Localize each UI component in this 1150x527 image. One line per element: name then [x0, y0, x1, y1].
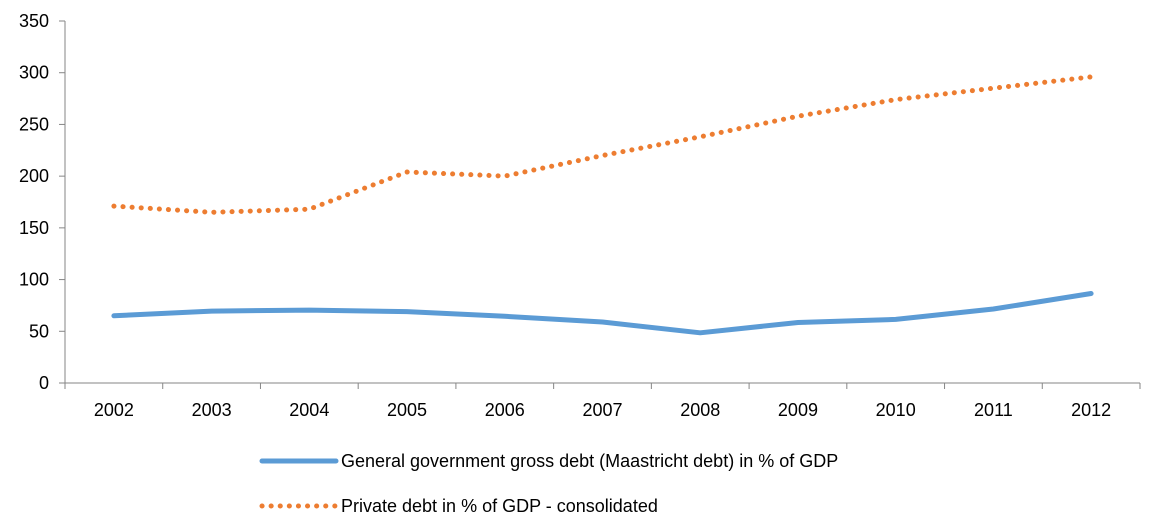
data-point	[1089, 292, 1093, 296]
data-point	[112, 314, 116, 318]
x-tick-label: 2006	[485, 400, 525, 420]
data-point	[991, 86, 995, 90]
y-tick-label: 250	[19, 114, 49, 134]
data-point	[601, 320, 605, 324]
y-tick-label: 50	[29, 321, 49, 341]
data-point	[307, 308, 311, 312]
legend-label-1: General government gross debt (Maastrich…	[341, 451, 838, 471]
y-tick-label: 300	[19, 63, 49, 83]
data-point	[796, 114, 800, 118]
x-tick-label: 2003	[192, 400, 232, 420]
data-point	[210, 210, 214, 214]
data-point	[405, 310, 409, 314]
x-tick-label: 2009	[778, 400, 818, 420]
data-point	[894, 98, 898, 102]
y-tick-label: 100	[19, 270, 49, 290]
x-tick-label: 2004	[289, 400, 329, 420]
data-point	[991, 307, 995, 311]
data-point	[503, 174, 507, 178]
data-point	[112, 204, 116, 208]
x-tick-label: 2011	[974, 400, 1013, 420]
x-tick-label: 2002	[94, 400, 134, 420]
data-point	[698, 331, 702, 335]
x-tick-label: 2005	[387, 400, 427, 420]
y-tick-label: 200	[19, 166, 49, 186]
data-point	[405, 170, 409, 174]
data-point	[307, 207, 311, 211]
data-point	[210, 309, 214, 313]
data-point	[698, 135, 702, 139]
y-tick-label: 0	[39, 373, 49, 393]
y-tick-label: 150	[19, 218, 49, 238]
legend-label-2: Private debt in % of GDP - consolidated	[341, 496, 658, 516]
x-tick-label: 2008	[680, 400, 720, 420]
series-line-2	[111, 74, 1094, 215]
data-point	[1089, 75, 1093, 79]
legend: General government gross debt (Maastrich…	[259, 451, 838, 516]
x-tick-label: 2010	[876, 400, 916, 420]
y-tick-label: 350	[19, 11, 49, 31]
x-tick-label: 2012	[1071, 400, 1111, 420]
data-point	[894, 317, 898, 321]
axes: 0 50 100 150 200 250 300 350 2002 2003 2004 2005 200…	[19, 11, 1141, 420]
series-line-1	[111, 291, 1094, 336]
data-point	[796, 320, 800, 324]
series-layer	[111, 74, 1094, 336]
data-point	[503, 314, 507, 318]
x-tick-label: 2007	[582, 400, 622, 420]
data-point	[601, 153, 605, 157]
